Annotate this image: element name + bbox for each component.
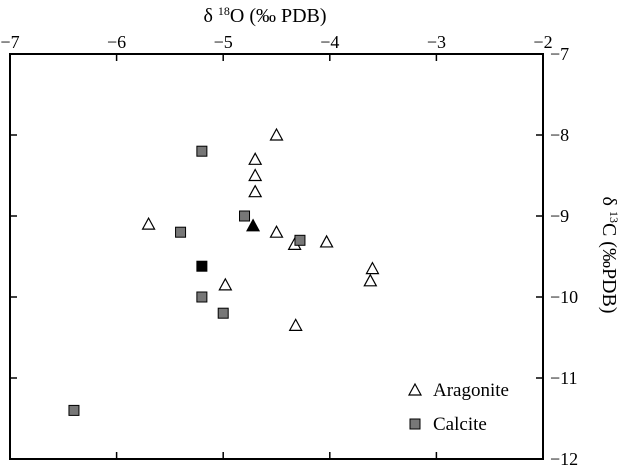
aragonite-point [269,127,284,141]
aragonite-point [269,224,284,238]
data-points [68,127,380,416]
x-axis-title: δ 18O (‰ PDB) [203,4,326,27]
aragonite-point [363,273,378,287]
aragonite-point [288,318,303,331]
aragonite-point [218,277,233,291]
highlighted-point [246,218,261,232]
highlighted-point [196,260,208,272]
x-tick-label: −5 [214,32,233,52]
y-tick-label: −7 [550,44,569,64]
calcite-point [68,404,80,416]
legend: Aragonite Calcite [407,380,509,435]
calcite-point [196,145,208,157]
y-axis-title: δ 13C (‰PDB) [598,196,621,313]
calcite-point [175,226,187,238]
legend-calcite-label: Calcite [433,414,487,435]
legend-calcite-marker [409,418,421,430]
x-tick-label: −7 [0,32,19,52]
y-tick-label: −9 [550,206,569,226]
x-tick-label: −2 [533,32,552,52]
legend-aragonite-marker [407,382,423,396]
calcite-point [239,210,251,222]
y-tick-label: −12 [550,449,578,466]
aragonite-point [248,168,263,182]
aragonite-point [248,152,263,165]
calcite-point [294,234,306,246]
x-axis-ticks: −7 −6 −5 −4 −3 −2 [0,32,553,459]
x-tick-label: −4 [320,32,339,52]
calcite-point [196,291,208,303]
y-tick-label: −8 [550,125,569,145]
aragonite-point [141,216,156,230]
aragonite-point [319,234,334,248]
y-axis-ticks: −7 −8 −9 −10 −11 −12 [10,44,578,466]
y-tick-label: −11 [550,368,577,388]
plot-frame [9,53,544,460]
x-tick-label: −6 [107,32,126,52]
calcite-point [217,307,229,319]
aragonite-point [365,261,380,275]
x-tick-label: −3 [427,32,446,52]
legend-aragonite-label: Aragonite [433,380,509,401]
aragonite-point [248,184,263,198]
y-tick-label: −10 [550,287,578,307]
